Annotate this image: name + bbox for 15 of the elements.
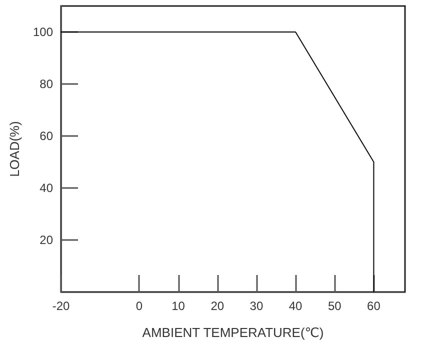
y-tick-label: 20 [40, 233, 54, 247]
x-tick-label: 30 [250, 299, 264, 313]
y-tick-label: 40 [40, 181, 54, 195]
y-tick-label: 60 [40, 129, 54, 143]
x-tick-label: 40 [288, 299, 303, 313]
x-tick-label: 0 [136, 299, 143, 313]
y-tick-label: 100 [32, 25, 54, 39]
x-tick-label: 20 [210, 299, 224, 313]
y-axis-title: LOAD(%) [7, 121, 22, 177]
x-tick-label: 50 [328, 299, 342, 313]
x-axis-title: AMBIENT TEMPERATURE(℃) [142, 325, 324, 340]
y-tick-label: 80 [40, 77, 54, 91]
x-tick-label: -20 [52, 299, 70, 313]
x-tick-label: 60 [367, 299, 381, 313]
x-tick-label: 10 [172, 299, 186, 313]
